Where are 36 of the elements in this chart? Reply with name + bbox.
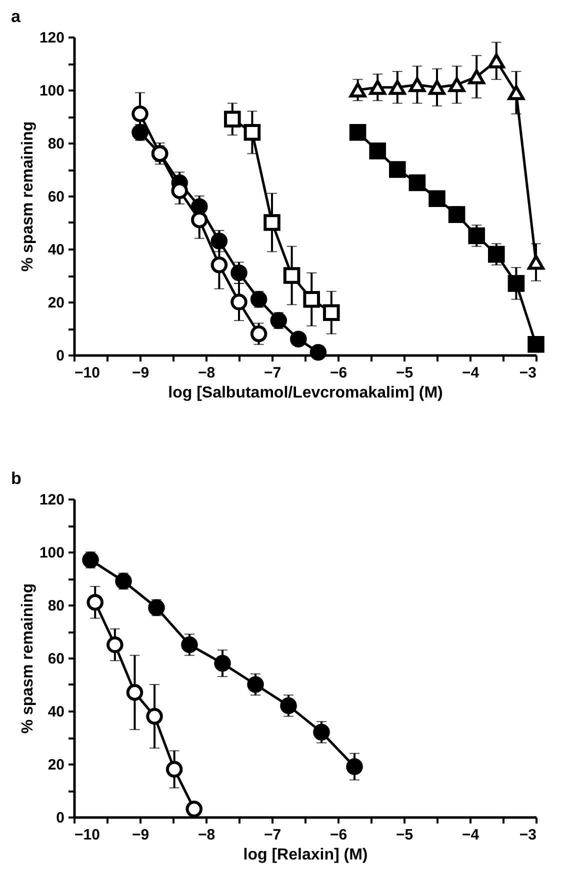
x-tick-label: −4 xyxy=(462,826,480,844)
y-tick-label: 20 xyxy=(48,756,64,774)
x-tick-label: −7 xyxy=(264,826,282,844)
x-tick-label: −5 xyxy=(396,364,414,382)
y-tick-label: 60 xyxy=(48,650,64,668)
y-tick-label: 60 xyxy=(48,188,64,206)
x-tick-label: −5 xyxy=(396,826,414,844)
x-tick-label: −9 xyxy=(132,826,150,844)
x-tick-label: −8 xyxy=(198,364,216,382)
x-axis-title: log [Relaxin] (M) xyxy=(243,846,368,864)
y-tick-label: 100 xyxy=(39,82,64,100)
y-axis-title: % spasm remaining xyxy=(19,583,36,734)
y-tick-label: 20 xyxy=(48,294,64,312)
y-tick-label: 80 xyxy=(48,598,64,614)
x-tick-label: −6 xyxy=(330,826,348,844)
x-tick-label: −8 xyxy=(198,826,216,844)
y-tick-label: 40 xyxy=(48,704,64,720)
y-tick-label: 100 xyxy=(39,544,64,562)
y-tick-label: 0 xyxy=(56,810,64,826)
x-tick-label: −3 xyxy=(519,826,536,844)
x-tick-label: −6 xyxy=(330,364,348,382)
x-axis-title: log [Salbutamol/Levcromakalim] (M) xyxy=(168,384,443,402)
y-axis-title: % spasm remaining xyxy=(19,121,36,272)
x-tick-label: −10 xyxy=(74,364,100,382)
x-tick-label: −9 xyxy=(132,364,150,382)
x-tick-label: −10 xyxy=(74,826,100,844)
y-tick-label: 80 xyxy=(48,136,64,152)
y-tick-label: 120 xyxy=(39,30,64,46)
x-tick-label: −4 xyxy=(462,364,480,382)
chart-title: b xyxy=(10,469,22,488)
y-tick-label: 40 xyxy=(48,242,64,258)
x-tick-label: −7 xyxy=(264,364,282,382)
x-tick-label: −3 xyxy=(519,364,536,382)
chart-title: a xyxy=(10,7,21,26)
y-tick-label: 0 xyxy=(56,348,64,364)
y-tick-label: 120 xyxy=(39,492,64,508)
